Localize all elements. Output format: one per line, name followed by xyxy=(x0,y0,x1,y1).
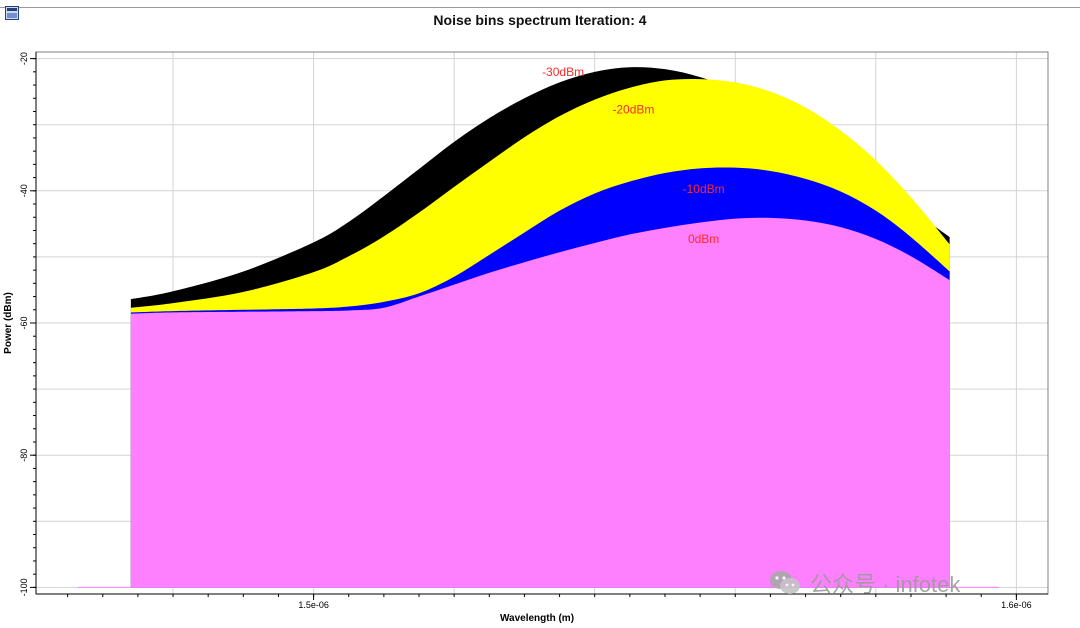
y-tick-label: -80 xyxy=(19,449,29,462)
series-labels: -30dBm -20dBm -10dBm 0dBm xyxy=(542,65,725,246)
axis-ticks: 1.5e-06 1.6e-06 -20 -40 -60 -80 -100 xyxy=(19,52,1032,610)
watermark: 公众号 · infotek xyxy=(768,566,1058,600)
series-label-20dbm: -20dBm xyxy=(612,102,654,116)
series-label-0dbm: 0dBm xyxy=(688,232,719,246)
y-axis-label: Power (dBm) xyxy=(3,292,14,354)
watermark-text: 公众号 · infotek xyxy=(810,572,961,597)
y-tick-label: -20 xyxy=(19,52,29,65)
y-tick-label: -60 xyxy=(19,316,29,329)
x-axis-label: Wavelength (m) xyxy=(500,613,574,624)
y-tick-label: -40 xyxy=(19,184,29,197)
area-series-0dbm xyxy=(130,217,950,588)
window-top-border xyxy=(0,7,1080,8)
x-tick-label: 1.5e-06 xyxy=(298,600,329,610)
chart-window-icon[interactable] xyxy=(5,6,19,20)
chart-title: Noise bins spectrum Iteration: 4 xyxy=(433,12,647,28)
wechat-icon xyxy=(770,571,800,594)
y-tick-label: -100 xyxy=(19,578,29,596)
series-label-30dbm: -30dBm xyxy=(542,65,584,79)
x-tick-label: 1.6e-06 xyxy=(1001,600,1032,610)
series-label-10dbm: -10dBm xyxy=(683,182,725,196)
area-series xyxy=(78,67,999,588)
